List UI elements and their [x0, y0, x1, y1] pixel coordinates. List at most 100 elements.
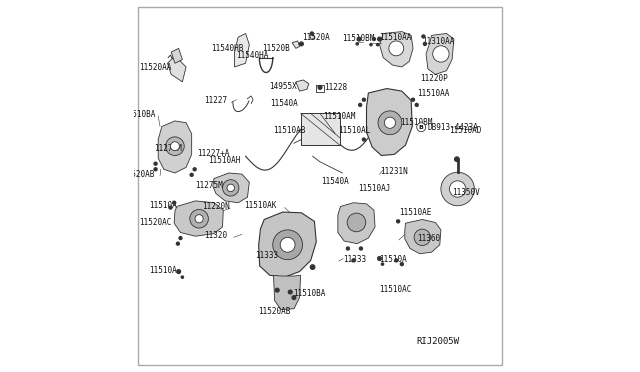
Circle shape — [292, 296, 296, 299]
Polygon shape — [367, 89, 412, 155]
Text: 11510AM: 11510AM — [323, 112, 355, 121]
Text: 11227+A: 11227+A — [198, 149, 230, 158]
Circle shape — [169, 206, 172, 209]
Text: 11510BM: 11510BM — [342, 34, 374, 43]
Circle shape — [422, 35, 425, 38]
Circle shape — [289, 290, 292, 294]
Text: 11320: 11320 — [204, 231, 227, 240]
Polygon shape — [380, 32, 413, 67]
Text: 11228: 11228 — [324, 83, 347, 92]
Text: 14955X: 14955X — [269, 82, 297, 91]
Circle shape — [360, 247, 362, 250]
Circle shape — [389, 41, 404, 56]
Polygon shape — [296, 80, 309, 91]
Circle shape — [414, 229, 431, 246]
Text: 11520AC: 11520AC — [140, 218, 172, 227]
Text: 11350V: 11350V — [452, 188, 480, 197]
Circle shape — [273, 230, 303, 260]
Circle shape — [173, 201, 175, 204]
Polygon shape — [158, 121, 191, 173]
Text: 11520AA: 11520AA — [139, 63, 172, 72]
Polygon shape — [292, 41, 300, 48]
Circle shape — [378, 37, 381, 41]
Text: 11360: 11360 — [417, 234, 440, 243]
Text: 11510AL: 11510AL — [338, 126, 370, 135]
Circle shape — [370, 44, 372, 46]
Circle shape — [381, 263, 383, 265]
Circle shape — [275, 288, 279, 292]
Text: 11333: 11333 — [255, 251, 278, 260]
Polygon shape — [405, 219, 441, 254]
Text: 11540A: 11540A — [270, 99, 298, 108]
Circle shape — [195, 215, 203, 223]
Text: 11310AA: 11310AA — [422, 37, 454, 46]
Polygon shape — [234, 33, 250, 67]
Text: 11510AK: 11510AK — [244, 201, 276, 210]
Circle shape — [223, 180, 239, 196]
Text: B: B — [419, 125, 424, 130]
Polygon shape — [273, 275, 301, 310]
Circle shape — [395, 259, 397, 262]
Circle shape — [378, 257, 381, 260]
Circle shape — [227, 184, 234, 192]
Circle shape — [193, 168, 196, 171]
Polygon shape — [172, 48, 182, 63]
Text: 11510BA: 11510BA — [124, 110, 156, 119]
Circle shape — [415, 103, 418, 106]
Text: 11231N: 11231N — [380, 167, 408, 176]
Circle shape — [179, 237, 182, 240]
Circle shape — [177, 242, 179, 245]
Text: 11227: 11227 — [205, 96, 228, 105]
Text: RIJ2005W: RIJ2005W — [417, 337, 460, 346]
Text: 11520AB: 11520AB — [122, 170, 154, 179]
Circle shape — [376, 44, 379, 46]
Text: 11510A: 11510A — [149, 266, 177, 275]
Circle shape — [190, 173, 193, 176]
Circle shape — [357, 37, 361, 41]
Circle shape — [346, 247, 349, 250]
Text: 11540HA: 11540HA — [236, 51, 269, 60]
Text: 11510A: 11510A — [149, 201, 177, 210]
Circle shape — [310, 32, 314, 35]
Circle shape — [454, 157, 459, 161]
Text: 11520AB: 11520AB — [259, 307, 291, 316]
Circle shape — [154, 162, 157, 165]
Polygon shape — [426, 33, 454, 74]
Text: 11510AH: 11510AH — [207, 156, 240, 165]
Circle shape — [318, 86, 322, 89]
Text: 11510AJ: 11510AJ — [358, 185, 390, 193]
Circle shape — [362, 138, 365, 141]
Circle shape — [362, 98, 365, 101]
Circle shape — [154, 168, 157, 171]
Circle shape — [401, 263, 403, 266]
Text: 11220P: 11220P — [420, 74, 447, 83]
Polygon shape — [310, 34, 315, 39]
Circle shape — [424, 42, 426, 45]
Polygon shape — [168, 56, 186, 82]
Circle shape — [300, 42, 303, 46]
Polygon shape — [213, 173, 250, 203]
Polygon shape — [174, 201, 223, 236]
Text: 11220N: 11220N — [202, 202, 230, 211]
Text: 11520A: 11520A — [301, 33, 330, 42]
Circle shape — [170, 142, 179, 151]
Circle shape — [352, 259, 355, 262]
Circle shape — [310, 265, 315, 269]
Text: 11275M: 11275M — [195, 181, 223, 190]
Circle shape — [177, 270, 180, 273]
Circle shape — [397, 220, 399, 223]
Circle shape — [181, 276, 184, 278]
Bar — [301, 113, 340, 145]
Text: 11270M: 11270M — [154, 144, 182, 153]
Circle shape — [166, 137, 184, 155]
Circle shape — [449, 181, 466, 197]
Text: 11510A: 11510A — [379, 255, 406, 264]
Text: 11510BM: 11510BM — [400, 118, 433, 126]
Circle shape — [347, 213, 365, 232]
Text: 11510AA: 11510AA — [417, 89, 450, 98]
Text: 11510AB: 11510AB — [273, 126, 306, 135]
Circle shape — [433, 46, 449, 62]
Circle shape — [280, 237, 295, 252]
Text: 11520B: 11520B — [262, 44, 291, 53]
Text: 11510AC: 11510AC — [379, 285, 411, 294]
